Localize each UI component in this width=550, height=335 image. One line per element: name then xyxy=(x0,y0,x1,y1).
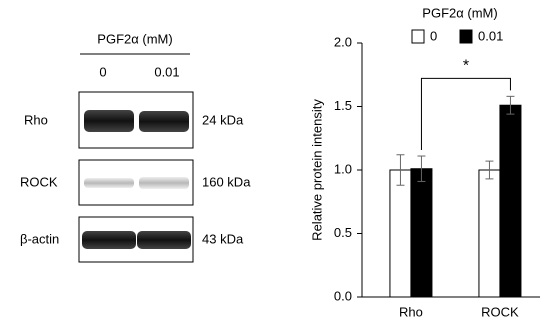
y-tick-label: 1.5 xyxy=(334,98,352,113)
band xyxy=(139,177,189,189)
western-blot: PGF2α (mM) 0 0.01 Rho 24 kDa ROCK 160 kD… xyxy=(20,31,251,263)
y-tick-label: 1.0 xyxy=(334,161,352,176)
legend-title: PGF2α (mM) xyxy=(422,5,497,20)
y-axis-label: Relative protein intensity xyxy=(309,99,324,241)
lane-label: 0 xyxy=(99,64,106,79)
legend-swatch xyxy=(459,29,473,44)
size-label: 43 kDa xyxy=(202,231,244,246)
significance-bracket xyxy=(420,77,511,151)
band xyxy=(82,231,136,249)
size-label: 160 kDa xyxy=(202,174,251,189)
lane-label: 0.01 xyxy=(154,64,179,79)
blot-header: PGF2α (mM) xyxy=(97,31,172,46)
x-tick-label: Rho xyxy=(399,304,423,319)
row-label: Rho xyxy=(24,112,48,127)
legend-swatch xyxy=(411,29,425,44)
y-tick-label: 0.5 xyxy=(334,225,352,240)
bar xyxy=(499,104,522,298)
bar xyxy=(389,169,412,298)
x-tick-label: ROCK xyxy=(481,304,519,319)
y-tick-label: 2.0 xyxy=(334,34,352,49)
row-label: ROCK xyxy=(20,174,58,189)
legend-label: 0 xyxy=(430,28,437,43)
band xyxy=(137,231,191,249)
size-label: 24 kDa xyxy=(202,112,244,127)
band xyxy=(84,110,134,132)
y-tick-label: 0.0 xyxy=(334,288,352,303)
significance-mark: * xyxy=(463,58,469,75)
bar xyxy=(410,168,433,298)
legend-label: 0.01 xyxy=(478,28,503,43)
band xyxy=(84,178,134,188)
band xyxy=(139,111,189,132)
bar xyxy=(478,169,501,298)
row-label: β-actin xyxy=(20,231,59,246)
